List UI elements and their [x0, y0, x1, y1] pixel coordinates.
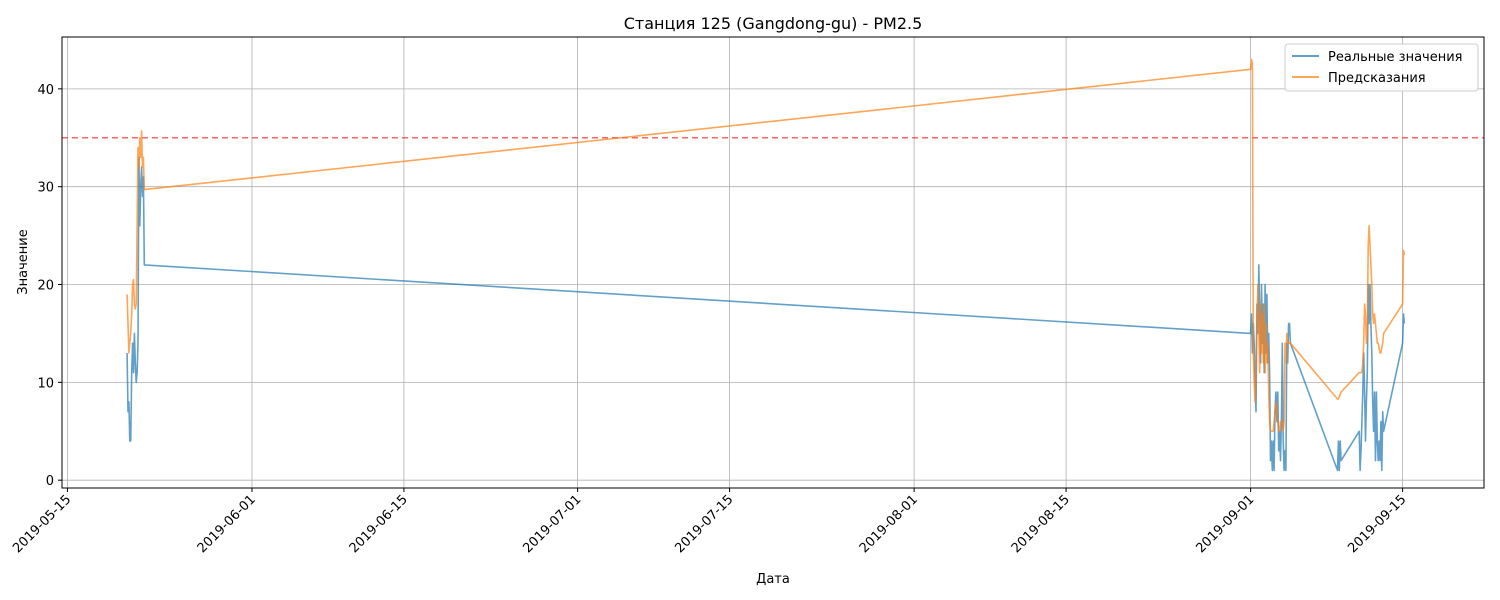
y-tick-label: 10: [37, 376, 54, 391]
chart-title: Станция 125 (Gangdong-gu) - PM2.5: [624, 14, 923, 33]
series-layer: [126, 58, 1406, 472]
plot-frame: [61, 36, 1485, 489]
y-tick-label: 40: [37, 83, 54, 98]
y-tick-label: 30: [37, 181, 54, 196]
legend-label-predicted: Предсказания: [1328, 71, 1426, 86]
x-axis-label: Дата: [756, 572, 790, 587]
series-line-real: [126, 156, 1406, 472]
y-axis-label: Значение: [16, 229, 31, 294]
series-line-predicted: [126, 58, 1406, 433]
grid-layer: [62, 37, 1484, 488]
legend: Реальные значения Предсказания: [1284, 43, 1479, 92]
y-tick-label: 20: [37, 279, 54, 294]
legend-label-real: Реальные значения: [1328, 50, 1463, 65]
y-tick-label: 0: [46, 474, 54, 489]
legend-box: [1284, 43, 1479, 92]
